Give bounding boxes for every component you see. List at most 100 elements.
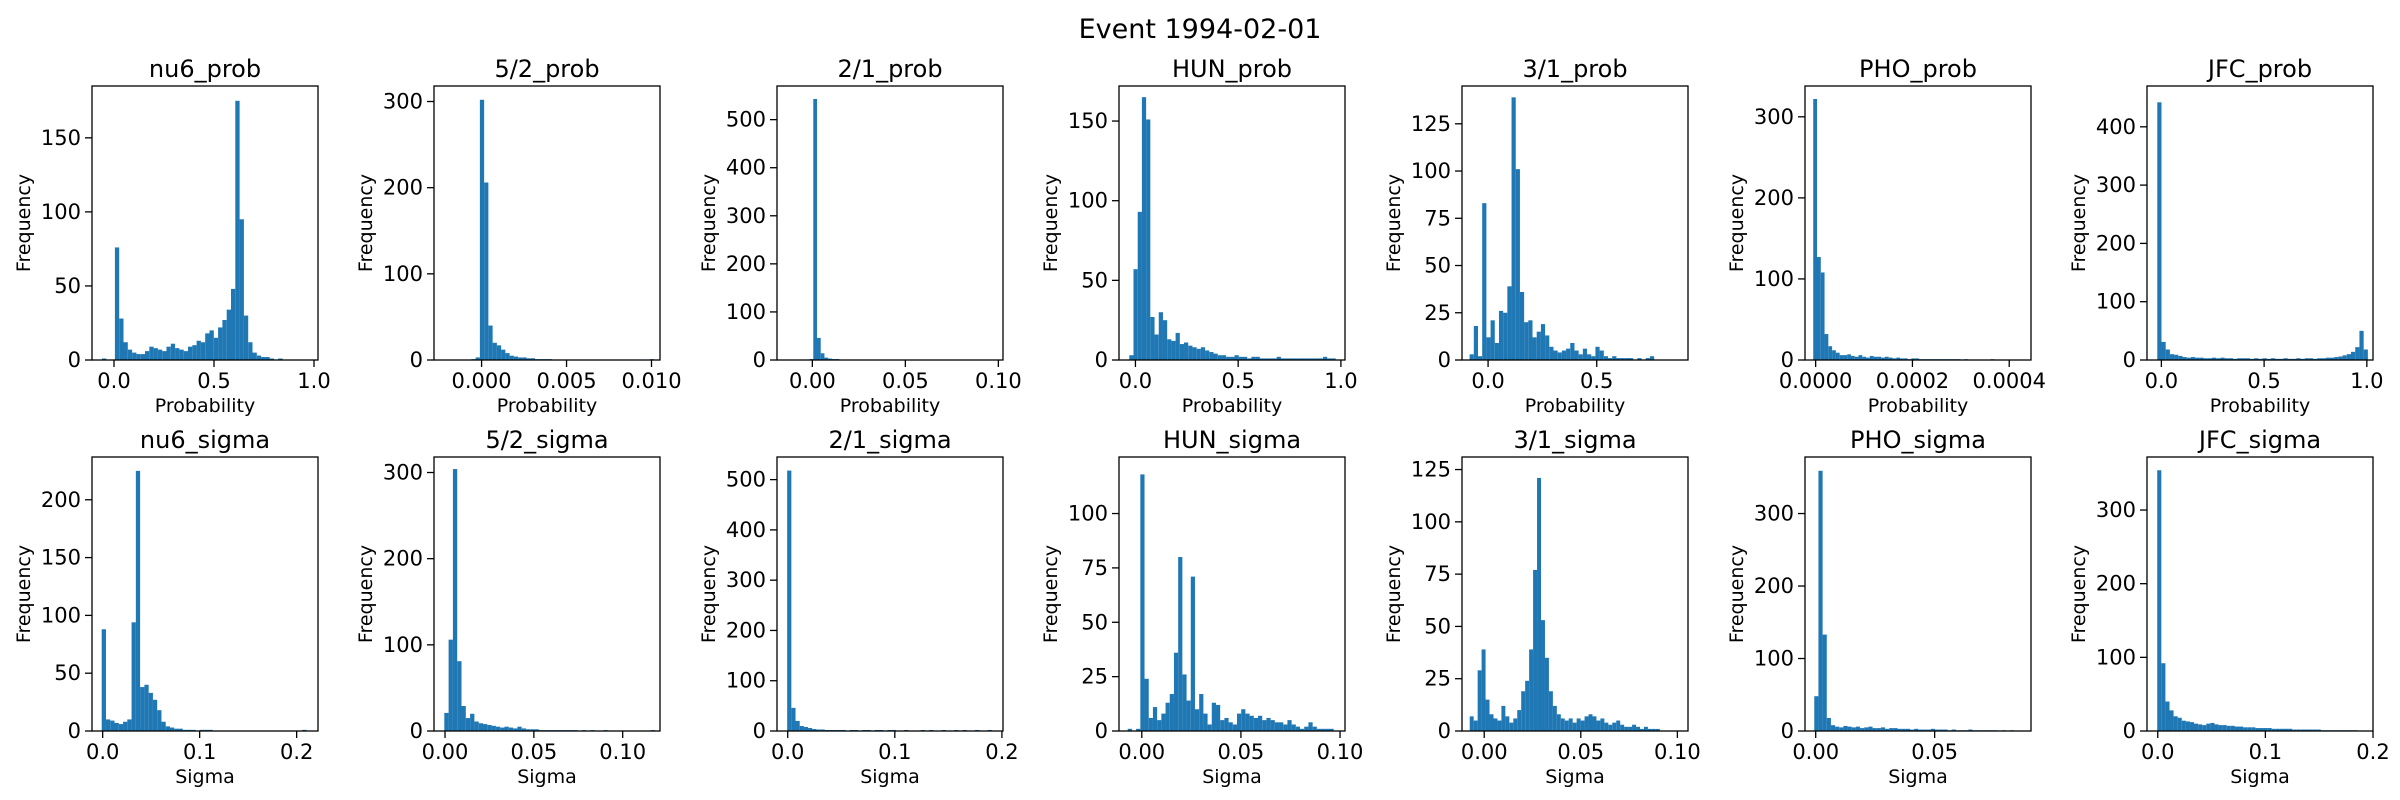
histogram-bar [1930, 728, 1936, 731]
histogram-bar [2220, 357, 2225, 360]
histogram-bar [1862, 356, 1867, 360]
histogram-bar [1186, 700, 1191, 731]
histogram-bar [2338, 356, 2343, 360]
y-tick-label: 125 [1411, 458, 1451, 482]
histogram-bar [2262, 358, 2267, 360]
subplot-title: 2/1_prob [837, 55, 942, 83]
histogram-bar [1161, 713, 1166, 731]
x-tick-label: 0.05 [1557, 740, 1604, 764]
histogram-bar [1903, 358, 1908, 360]
histogram-bar [1230, 356, 1235, 360]
histogram-bar [1578, 354, 1583, 360]
histogram-bar [1179, 344, 1185, 360]
histogram-bar [1951, 729, 1956, 731]
histogram-bar [114, 247, 120, 360]
histogram-bar [808, 727, 813, 731]
y-axis-label: Frequency [1040, 174, 1062, 272]
histogram-bar [1968, 729, 1973, 731]
histogram-bar [1524, 322, 1529, 360]
histogram-bar [119, 318, 124, 360]
histogram-bar [1477, 670, 1482, 731]
histogram-bars [101, 470, 307, 731]
y-tick-label: 200 [1754, 186, 1794, 210]
y-tick-label: 100 [1754, 267, 1794, 291]
histogram-bar [479, 99, 485, 360]
histogram-bar [1327, 358, 1332, 360]
histogram-bar [1561, 350, 1567, 360]
histogram-bar [1253, 717, 1259, 731]
histogram-bar [1574, 350, 1579, 360]
histogram-bar [2174, 354, 2179, 360]
histogram-bar [2288, 728, 2293, 731]
histogram-bar [1869, 355, 1874, 360]
x-tick-label: 0.10 [1654, 740, 1701, 764]
plot-frame [91, 85, 319, 361]
histogram-bar [114, 722, 119, 731]
histogram-bar [1647, 728, 1652, 731]
histogram-bar [2247, 727, 2252, 731]
plot-frame [776, 85, 1004, 361]
histogram-bar [200, 342, 206, 360]
histogram-bar [1884, 356, 1889, 360]
histogram-bar [105, 719, 111, 731]
histogram-bar [501, 349, 506, 360]
y-tick-label: 0 [1781, 348, 1794, 372]
y-tick-label: 400 [2096, 115, 2136, 139]
histogram-bar [2199, 357, 2204, 360]
histogram-bar [1818, 470, 1823, 731]
histogram-bar [2226, 725, 2231, 731]
histogram-bar [118, 724, 124, 731]
y-tick-label: 0 [753, 348, 766, 372]
histogram-bar [1276, 356, 1281, 360]
x-tick-label: 0.5 [2247, 369, 2280, 393]
y-axis-label: Frequency [13, 174, 35, 272]
y-axis-label: Frequency [698, 174, 720, 272]
histogram-bar [2190, 357, 2196, 360]
histogram-bar [1213, 353, 1218, 360]
histogram-bar [1851, 727, 1856, 731]
x-tick-label: 0.05 [510, 740, 557, 764]
histogram-bar [534, 729, 539, 731]
y-tick-label: 200 [2096, 572, 2136, 596]
histogram-bar [1572, 722, 1577, 731]
histogram-bar [1513, 718, 1518, 731]
histogram-bar [517, 726, 522, 731]
histogram-bar [1521, 691, 1526, 731]
histogram-bar [1175, 332, 1180, 360]
histogram-bar [2243, 727, 2248, 731]
histogram-bar [1137, 211, 1142, 360]
y-tick-label: 0 [1781, 719, 1794, 743]
histogram-bar [1473, 325, 1478, 360]
x-tick-label: 0.5 [1580, 369, 1613, 393]
histogram-bar [140, 354, 145, 360]
histogram-bar [2228, 358, 2234, 360]
histogram-bar [1279, 722, 1284, 731]
histogram-bar [820, 353, 825, 360]
histogram-panel: 0 100 200 300 0.00 0.05 0.10 5/2_sigma Sigma Freq… [355, 426, 661, 788]
histogram-bar [1576, 718, 1581, 731]
y-tick-label: 100 [2096, 290, 2136, 314]
histogram-bar [483, 724, 488, 731]
y-tick-label: 100 [2096, 645, 2136, 669]
histogram-panel: 0 100 200 300 0.00 0.05 PHO_sigma Sigma Frequenc… [1726, 426, 2032, 788]
x-axis-label: Sigma [860, 766, 920, 788]
histogram-bar [145, 351, 150, 360]
histogram-bar [1490, 320, 1495, 360]
histogram-bar [2165, 349, 2170, 360]
histogram-bar [484, 182, 489, 360]
x-tick-label: 0.00 [1118, 740, 1165, 764]
histogram-bar [2296, 358, 2301, 360]
histogram-bar [1545, 335, 1550, 360]
histogram-bar [1603, 356, 1609, 360]
x-axis-label: Sigma [1888, 766, 1948, 788]
histogram-bar [132, 352, 137, 360]
subplot-title: 3/1_sigma [1513, 426, 1636, 454]
histogram-bar [1632, 724, 1637, 731]
histogram-bar [2206, 723, 2211, 731]
histogram-bar [1473, 720, 1478, 731]
x-tick-label: 0.0 [1119, 369, 1152, 393]
histogram-bar [1893, 728, 1898, 731]
histogram-bar [1507, 286, 1512, 360]
y-axis-label: Frequency [1383, 174, 1405, 272]
plot-frame [1461, 85, 1689, 361]
